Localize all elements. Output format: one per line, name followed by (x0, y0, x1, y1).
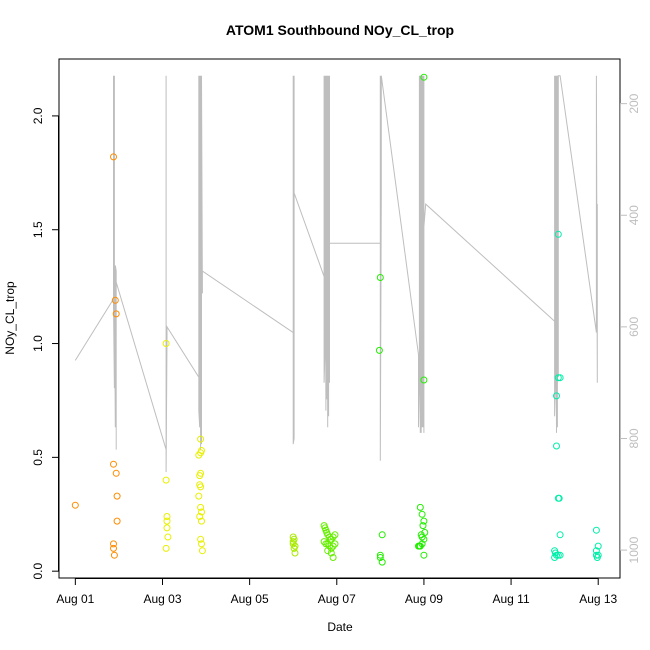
data-point (164, 533, 172, 541)
data-point (420, 517, 428, 525)
x-tick-label: Aug 13 (579, 592, 617, 606)
data-point (420, 73, 428, 81)
data-point (331, 540, 339, 548)
data-point (196, 513, 204, 520)
data-point (110, 544, 117, 552)
pressure-profile-line (74, 75, 598, 473)
data-point (110, 153, 117, 161)
data-point (376, 274, 384, 281)
data-point (110, 551, 118, 559)
data-point (197, 503, 205, 511)
data-point (420, 551, 428, 559)
right-tick-label: 600 (627, 317, 641, 337)
x-tick-label: Aug 07 (318, 592, 356, 606)
data-point (592, 551, 600, 559)
data-point (553, 442, 560, 450)
right-tick-label: 400 (627, 205, 641, 225)
data-point (554, 230, 562, 238)
data-point (197, 449, 205, 457)
data-point (324, 547, 332, 555)
x-tick-label: Aug 01 (56, 592, 94, 606)
y-tick-label: 0.0 (31, 563, 45, 580)
data-point (289, 540, 297, 548)
data-point (195, 492, 203, 500)
data-point (326, 535, 334, 543)
data-point (555, 494, 563, 502)
data-point (198, 547, 206, 555)
data-point (329, 554, 337, 561)
plot-frame (58, 58, 621, 579)
data-point (113, 517, 121, 525)
data-point (420, 376, 428, 384)
data-point (594, 542, 602, 550)
y-tick-label: 1.5 (31, 221, 45, 238)
y-axis: 0.0 0.5 1.0 1.5 2.0 (31, 107, 59, 580)
right-tick-label: 800 (627, 428, 641, 448)
data-point (110, 460, 117, 468)
data-point (376, 551, 384, 559)
right-axis: 200 400 600 800 1000 (620, 93, 641, 563)
x-axis-label: Date (327, 620, 353, 634)
data-point (71, 501, 79, 509)
y-tick-label: 0.5 (31, 449, 45, 466)
data-point (320, 538, 328, 546)
data-point (110, 540, 117, 548)
data-point (378, 531, 386, 539)
data-point (291, 549, 299, 557)
data-point (592, 547, 600, 555)
right-tick-label: 1000 (627, 536, 641, 563)
data-point (329, 542, 337, 550)
data-point (163, 513, 171, 520)
data-point (420, 535, 428, 543)
x-tick-label: Aug 11 (492, 592, 529, 606)
data-point (419, 522, 427, 530)
data-point (198, 508, 205, 516)
x-tick-label: Aug 03 (143, 592, 181, 606)
y-tick-label: 2.0 (31, 107, 45, 124)
y-axis-label: NOy_CL_trop (3, 281, 17, 355)
x-axis: Aug 01 Aug 03 Aug 05 Aug 07 Aug 09 Aug 11 Aug … (56, 578, 618, 606)
data-point (197, 469, 205, 477)
pressure-series (74, 75, 598, 473)
data-point (198, 540, 205, 548)
data-point (416, 503, 424, 511)
y-tick-label: 1.0 (31, 335, 45, 352)
data-point (418, 533, 426, 541)
data-point (327, 549, 335, 557)
data-point (553, 392, 560, 400)
data-point (331, 531, 339, 539)
x-tick-label: Aug 09 (405, 592, 443, 606)
data-point (197, 435, 205, 443)
data-point (163, 517, 171, 525)
data-point (197, 535, 205, 543)
data-point (556, 531, 564, 539)
data-point (112, 469, 120, 477)
data-point (378, 558, 386, 566)
data-point (592, 526, 600, 534)
data-point (162, 544, 170, 552)
data-point (327, 544, 335, 552)
right-tick-label: 200 (627, 93, 641, 113)
data-point (111, 296, 119, 304)
data-point (162, 340, 170, 347)
data-point (289, 538, 297, 546)
point-series (71, 73, 602, 566)
data-point (163, 524, 171, 532)
data-point (197, 483, 205, 491)
data-point (113, 492, 121, 500)
x-tick-label: Aug 05 (231, 592, 269, 606)
data-point (290, 544, 298, 552)
data-point (418, 510, 426, 518)
data-point (198, 517, 205, 525)
data-point (162, 476, 170, 484)
data-point (376, 554, 384, 561)
data-point (556, 551, 564, 559)
data-point (418, 540, 426, 548)
chart-title: ATOM1 Southbound NOy_CL_trop (226, 22, 454, 38)
data-point (112, 310, 120, 318)
data-point (554, 374, 562, 382)
data-point (375, 346, 383, 354)
